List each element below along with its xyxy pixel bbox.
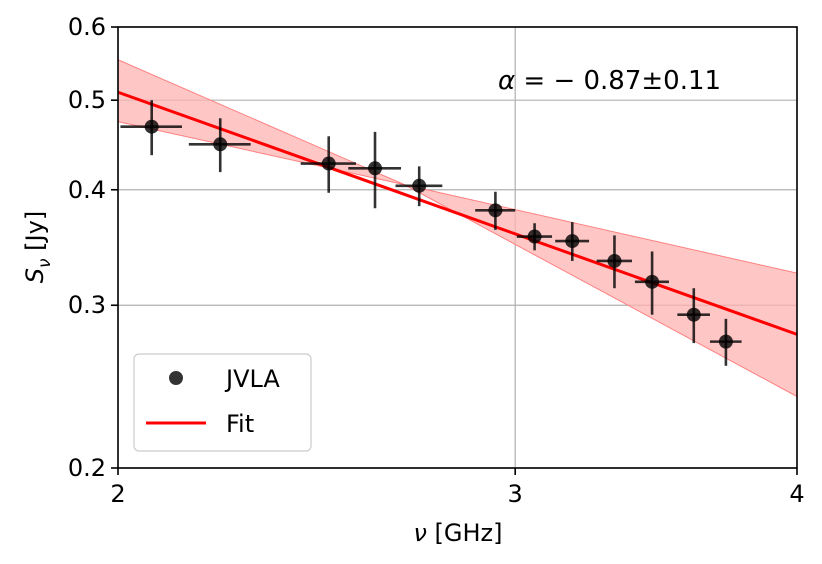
y-tick-label: 0.2 — [68, 454, 106, 482]
data-point — [555, 222, 590, 261]
data-marker — [488, 203, 503, 218]
axis-ticks: 2 3 4 0.2 0.3 0.4 0.5 0.6 — [68, 13, 805, 508]
data-marker — [686, 307, 701, 322]
data-marker — [213, 137, 228, 152]
data-marker — [321, 156, 336, 171]
y-tick-label: 0.3 — [68, 291, 106, 319]
data-marker — [412, 178, 427, 193]
y-axis-label: Sν [Jy] — [21, 211, 55, 283]
legend-label-jvla: JVLA — [224, 365, 280, 393]
data-points — [120, 100, 742, 366]
data-marker — [607, 253, 622, 268]
data-point — [596, 235, 633, 289]
data-marker — [565, 234, 580, 249]
x-tick-label: 4 — [789, 480, 804, 508]
data-marker — [527, 229, 542, 244]
data-point — [120, 100, 182, 156]
legend-label-fit: Fit — [226, 410, 254, 438]
x-tick-label: 3 — [508, 480, 523, 508]
y-tick-label: 0.4 — [68, 176, 106, 204]
data-point — [634, 251, 669, 315]
data-point — [300, 136, 356, 193]
alpha-annotation: α = − 0.87±0.11 — [498, 66, 721, 96]
data-point — [188, 118, 251, 173]
data-point — [677, 288, 710, 344]
data-point — [475, 191, 516, 230]
x-axis-label: ν [GHz] — [413, 519, 502, 547]
data-point — [348, 131, 402, 209]
legend-box — [133, 353, 312, 452]
y-tick-label: 0.5 — [68, 86, 106, 114]
data-marker — [144, 119, 159, 134]
legend-marker-jvla — [169, 371, 183, 385]
data-marker — [368, 161, 383, 176]
plot-frame — [117, 26, 798, 469]
fit-line — [117, 90, 798, 336]
data-point — [516, 223, 553, 251]
data-point — [395, 166, 443, 207]
data-point — [709, 318, 742, 366]
legend: JVLA Fit — [133, 353, 312, 452]
data-marker — [645, 274, 660, 289]
data-marker — [718, 334, 733, 349]
y-tick-label: 0.6 — [68, 13, 106, 41]
x-tick-label: 2 — [110, 480, 125, 508]
fit-confidence-band — [117, 58, 798, 398]
